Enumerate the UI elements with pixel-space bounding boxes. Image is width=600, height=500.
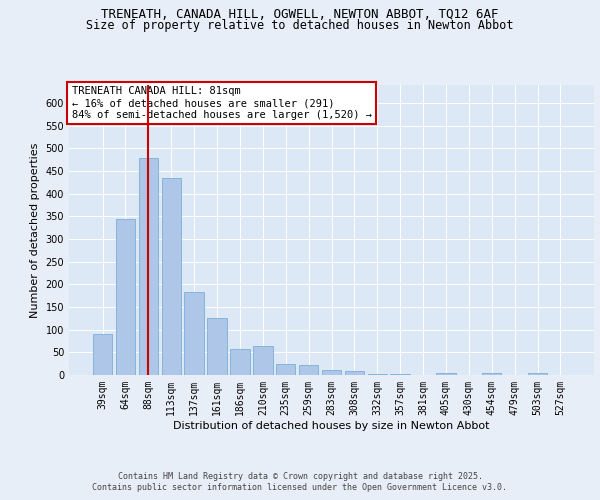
Bar — [436, 372, 455, 375]
Bar — [344, 372, 364, 375]
Text: Contains HM Land Registry data © Crown copyright and database right 2025.: Contains HM Land Registry data © Crown c… — [118, 472, 482, 481]
Bar — [93, 334, 112, 375]
Bar — [208, 318, 227, 375]
Y-axis label: Number of detached properties: Number of detached properties — [30, 142, 40, 318]
Bar — [230, 348, 250, 375]
Bar — [391, 374, 410, 375]
Text: Size of property relative to detached houses in Newton Abbot: Size of property relative to detached ho… — [86, 19, 514, 32]
X-axis label: Distribution of detached houses by size in Newton Abbot: Distribution of detached houses by size … — [173, 420, 490, 430]
Bar — [161, 178, 181, 375]
Bar — [482, 372, 502, 375]
Bar — [276, 364, 295, 375]
Text: Contains public sector information licensed under the Open Government Licence v3: Contains public sector information licen… — [92, 483, 508, 492]
Text: TRENEATH CANADA HILL: 81sqm
← 16% of detached houses are smaller (291)
84% of se: TRENEATH CANADA HILL: 81sqm ← 16% of det… — [71, 86, 371, 120]
Text: TRENEATH, CANADA HILL, OGWELL, NEWTON ABBOT, TQ12 6AF: TRENEATH, CANADA HILL, OGWELL, NEWTON AB… — [101, 8, 499, 20]
Bar — [184, 292, 204, 375]
Bar — [528, 372, 547, 375]
Bar — [139, 158, 158, 375]
Bar — [116, 218, 135, 375]
Bar — [299, 365, 319, 375]
Bar — [322, 370, 341, 375]
Bar — [368, 374, 387, 375]
Bar — [253, 346, 272, 375]
